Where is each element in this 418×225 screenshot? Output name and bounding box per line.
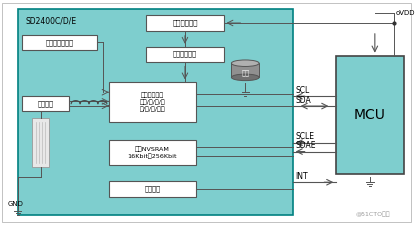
Bar — [146, 47, 224, 62]
Ellipse shape — [232, 60, 259, 66]
Bar — [146, 15, 224, 31]
Text: 实时时钟电路
（年/月/日/星
期/时/分/秒）: 实时时钟电路 （年/月/日/星 期/时/分/秒） — [140, 92, 165, 112]
Bar — [22, 96, 69, 111]
Bar — [22, 35, 97, 50]
Text: 时钟调整寄存器: 时钟调整寄存器 — [45, 39, 73, 46]
Text: oVDD: oVDD — [395, 10, 415, 16]
Ellipse shape — [232, 74, 259, 81]
Text: @51CTO博客: @51CTO博客 — [356, 211, 391, 217]
Text: MCU: MCU — [354, 108, 386, 122]
Text: SD2400C/D/E: SD2400C/D/E — [26, 16, 77, 25]
Text: SDAE: SDAE — [296, 141, 316, 150]
Bar — [232, 63, 259, 77]
Text: 定时中断: 定时中断 — [144, 186, 161, 192]
Bar — [109, 140, 196, 165]
Text: 电源切换电路: 电源切换电路 — [172, 20, 198, 26]
Bar — [336, 56, 403, 174]
Text: 低压检测电路: 低压检测电路 — [173, 51, 197, 57]
Text: 振荡电路: 振荡电路 — [38, 100, 54, 107]
Bar — [109, 82, 196, 122]
Text: SDA: SDA — [296, 96, 311, 105]
Text: 电池: 电池 — [241, 69, 249, 76]
Bar — [32, 118, 49, 167]
Text: SCLE: SCLE — [296, 132, 315, 141]
Text: GND: GND — [8, 201, 24, 207]
Text: INT: INT — [296, 172, 308, 181]
Bar — [18, 9, 293, 215]
Text: SCL: SCL — [296, 86, 310, 95]
Text: 串行NVSRAM
16Kbit～256Kbit: 串行NVSRAM 16Kbit～256Kbit — [127, 146, 177, 159]
Bar — [109, 181, 196, 197]
